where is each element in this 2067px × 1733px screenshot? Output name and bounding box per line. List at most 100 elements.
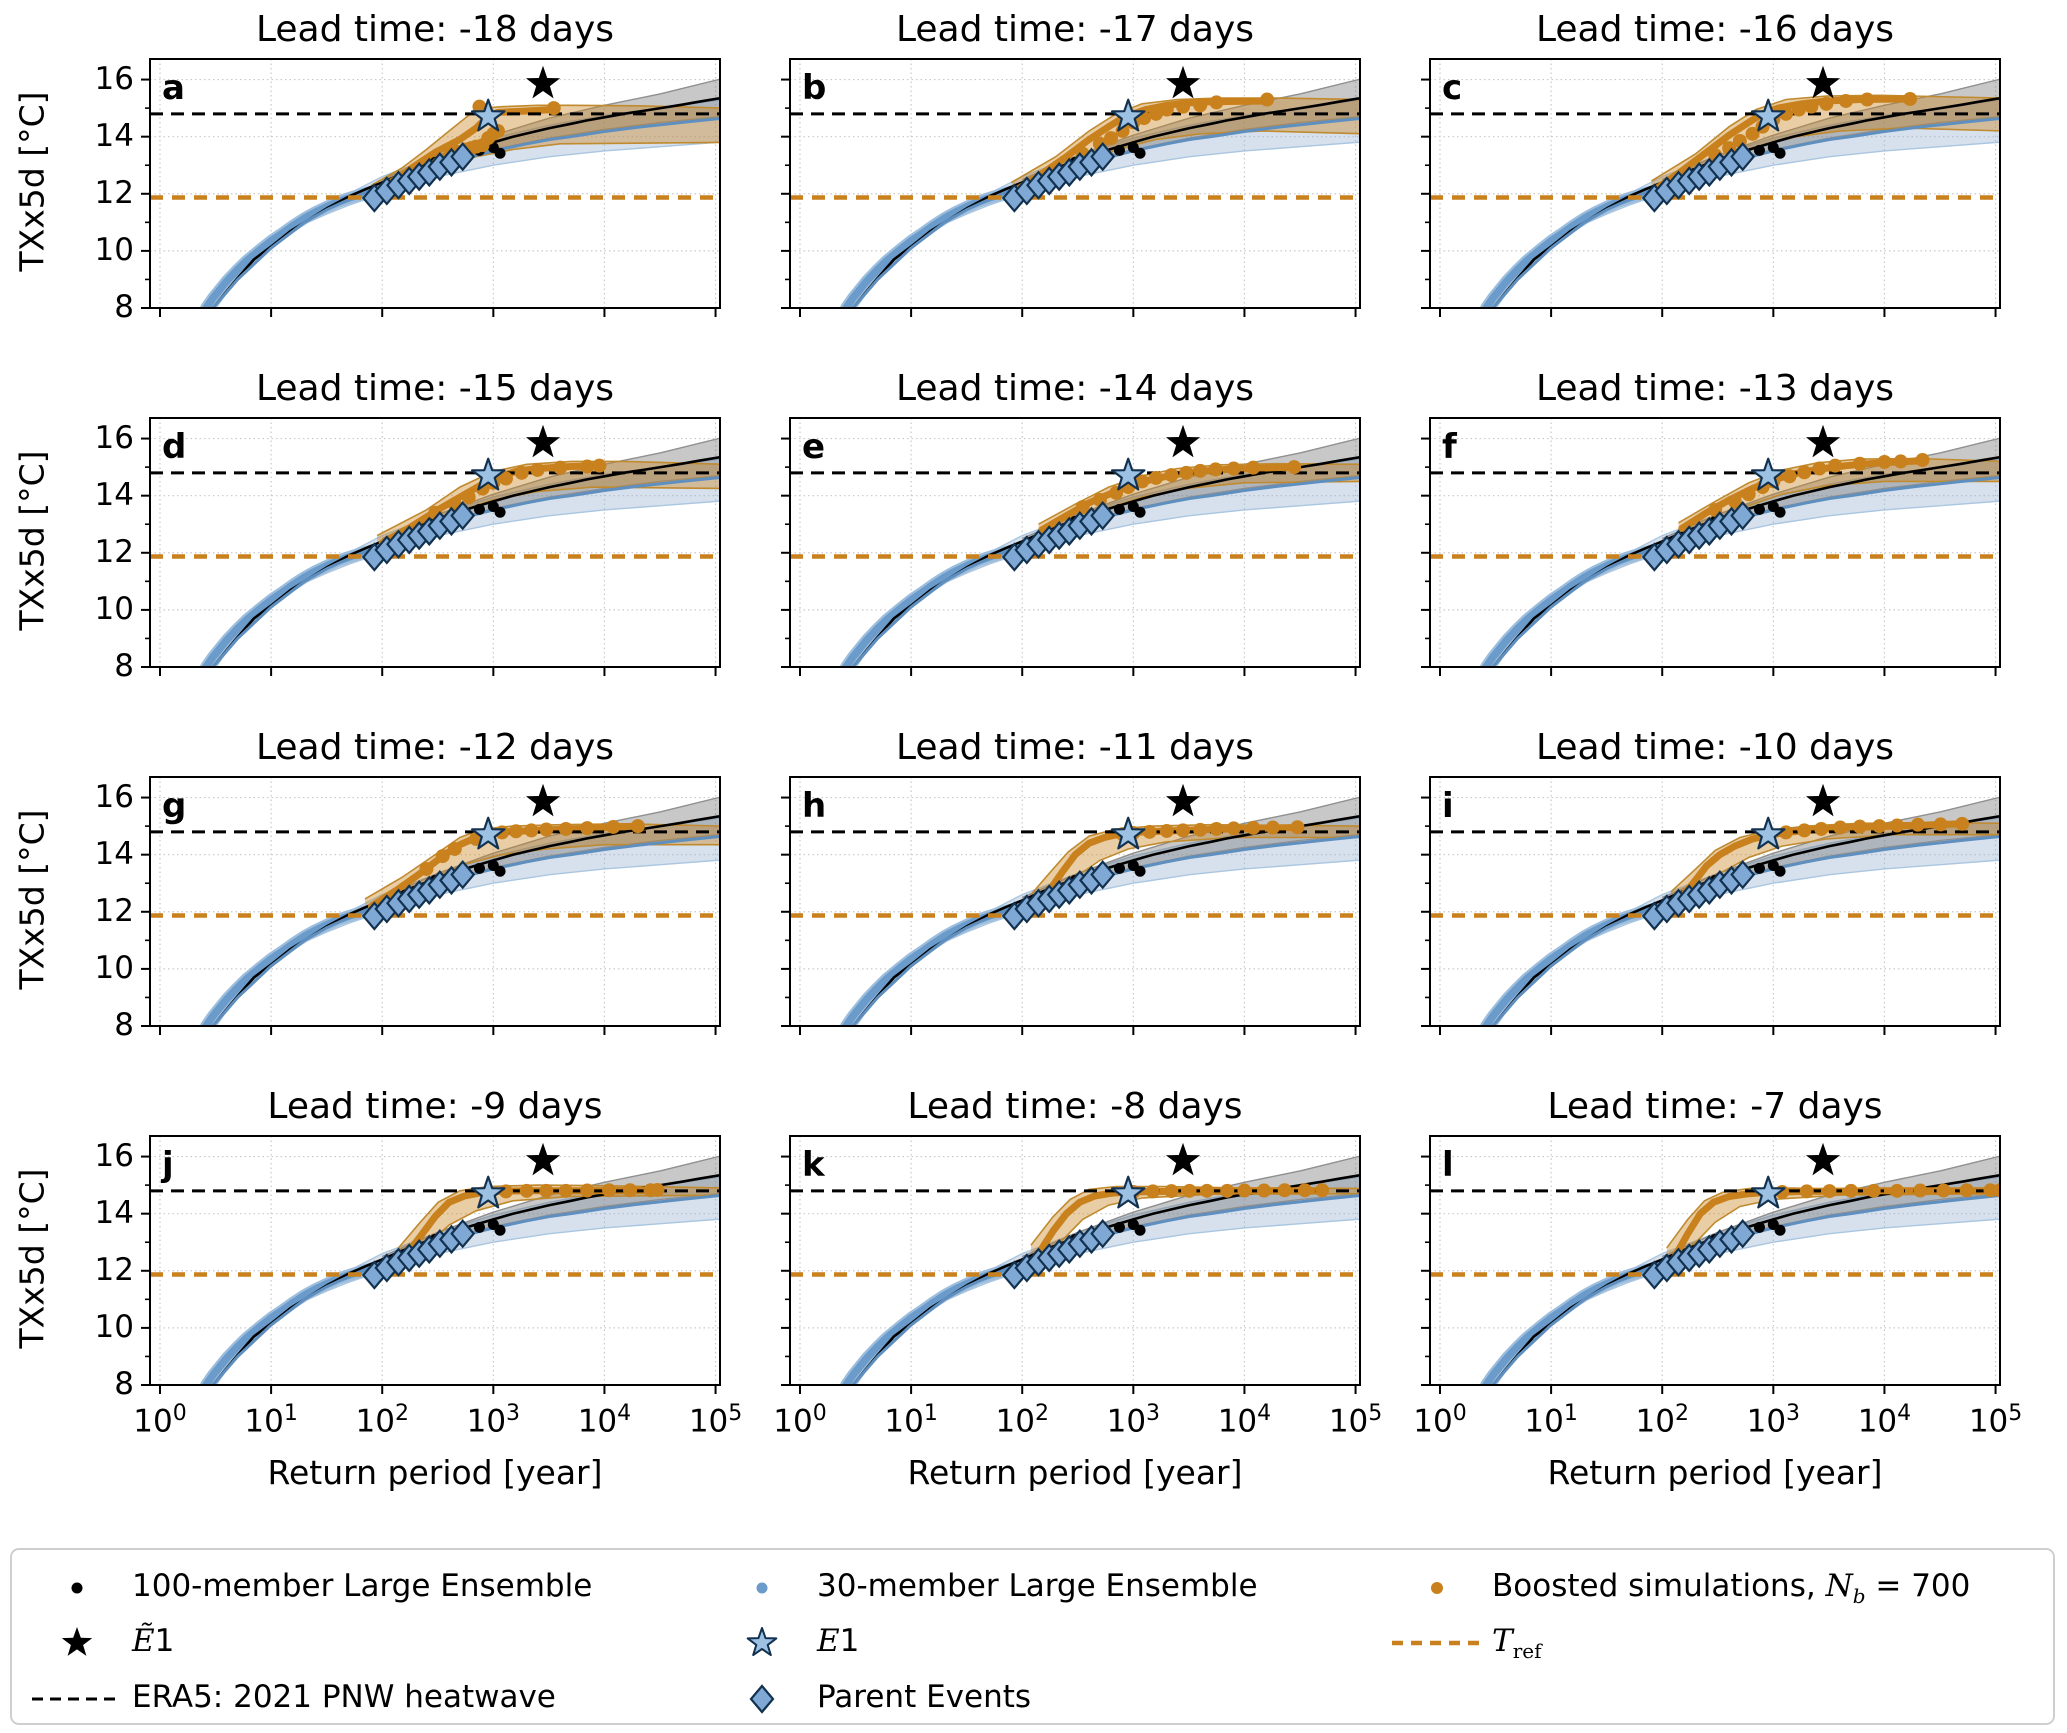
boosted-dot [1208,462,1223,477]
ensemble30-empirical-line [842,544,1026,667]
ensemble100-dot [1753,503,1765,515]
boosted-dot [580,821,595,836]
boosted-dot [1890,818,1905,833]
boosted-dot [1209,95,1224,110]
y-tick-label: 10 [94,590,134,627]
ensemble100-confidence-band [382,438,720,545]
panel-spines [1429,417,2001,668]
e1-star [1751,98,1786,132]
legend-marker-dot-blue [756,1582,768,1594]
panel-letter: a [162,68,185,108]
y-tick-label: 16 [94,419,134,456]
boosted-dot [1782,469,1797,484]
legend-marker-dot-orange [1431,1582,1443,1594]
panel-f-plot: f [1421,417,2001,676]
boosted-dot [524,823,539,838]
x-tick-label: 102 [995,1401,1049,1440]
ensemble30-empirical-line [1482,903,1666,1026]
legend-label-30-member-large-ensemble: 30-member Large Ensemble [817,1568,1258,1604]
panel-i-title: Lead time: -10 days [1535,727,1895,768]
boosted-confidence-band [1031,824,1360,912]
parent-event-diamond [1090,1218,1116,1249]
panel-i-plot: i [1421,776,2001,1035]
boosted-dot [1843,1183,1858,1198]
legend-marker-dash-black [32,1697,122,1701]
ensemble100-dot [494,147,506,159]
e1-star [1111,1175,1146,1209]
panel-d-title: Lead time: -15 days [255,368,615,409]
panel-letter: l [1442,1145,1454,1185]
panel-letter: g [162,786,186,826]
y-tick-label: 14 [94,1194,134,1231]
boosted-dot [1226,461,1241,476]
e1-star [471,816,506,850]
e1-star [1751,1175,1786,1209]
ensemble30-empirical-line [842,1262,1026,1385]
legend: 100-member Large Ensemble Ẽ1 ERA5: 2021 PN… [10,1548,2055,1725]
ensemble100-dot [1134,147,1146,159]
boosted-dot [1149,106,1164,121]
e1-tilde-star [1165,783,1201,817]
panel-d-plot: d [141,417,721,676]
panel-spines [149,776,721,1027]
x-axis-label: Return period [year] [907,1453,1243,1492]
ensemble30-empirical-line [1482,1262,1666,1385]
e1-star [1751,457,1786,491]
y-axis-label: TXx5d [°C] [12,449,52,631]
boosted-dot [580,1183,595,1198]
panel-letter: b [802,68,826,108]
parent-event-diamond [1730,1218,1756,1249]
boosted-dot [519,1183,534,1198]
boosted-dot [1290,820,1305,835]
legend-label-t-ref: Tref [1492,1623,1542,1663]
ensemble100-dot [494,506,506,518]
ensemble100-confidence-band [382,1156,720,1263]
boosted-dot [1260,92,1275,107]
parent-event-diamond [1730,859,1756,890]
panel-f-title: Lead time: -13 days [1535,368,1895,409]
boosted-dot [630,819,645,834]
panel-k-title: Lead time: -8 days [907,1086,1243,1127]
panel-spines [789,1135,1361,1386]
boosted-dot [1797,465,1812,480]
x-tick-label: 101 [244,1401,298,1440]
legend-label-e1-tilde: Ẽ1 [132,1623,175,1659]
x-tick-label: 100 [773,1401,827,1440]
boosted-dot [1142,824,1157,839]
boosted-dot [1872,819,1887,834]
y-tick-label: 12 [94,533,134,570]
boosted-dot [1852,819,1867,834]
y-tick-label: 8 [114,648,134,684]
x-tick-label: 103 [1106,1401,1161,1440]
ensemble30-empirical-line [842,185,1026,308]
e1-tilde-star [1805,783,1841,817]
ensemble100-dot [1774,865,1786,877]
boosted-dot [1833,820,1848,835]
ensemble30-empirical-line [202,544,386,667]
y-tick-label: 10 [94,1308,134,1345]
boosted-dot [1265,820,1280,835]
boosted-dot [1277,1183,1292,1198]
boosted-dot [1893,454,1908,469]
panel-g-plot: g [141,776,721,1035]
ensemble30-empirical-line [1482,544,1666,667]
boosted-dot [1983,1183,1998,1198]
e1-tilde-star [525,424,561,458]
boosted-dot [530,462,545,477]
boosted-dot [447,841,462,856]
boosted-dot [461,490,476,505]
panel-b-title: Lead time: -17 days [895,9,1255,50]
boosted-dot [1822,1184,1837,1199]
panel-letter: j [160,1145,174,1185]
boosted-dot [592,458,607,473]
boosted-confidence-band [1671,822,2000,909]
panel-letter: i [1442,786,1454,826]
ensemble100-confidence-band [1022,1156,1360,1263]
boosted-dot [580,459,595,474]
panel-spines [1429,776,2001,1027]
boosted-dot [1297,1183,1312,1198]
legend-marker-star-blue [746,1627,778,1657]
panel-spines [149,58,721,309]
legend-label-100-member-large-ensemble: 100-member Large Ensemble [132,1568,593,1604]
panel-letter: c [1442,68,1462,108]
